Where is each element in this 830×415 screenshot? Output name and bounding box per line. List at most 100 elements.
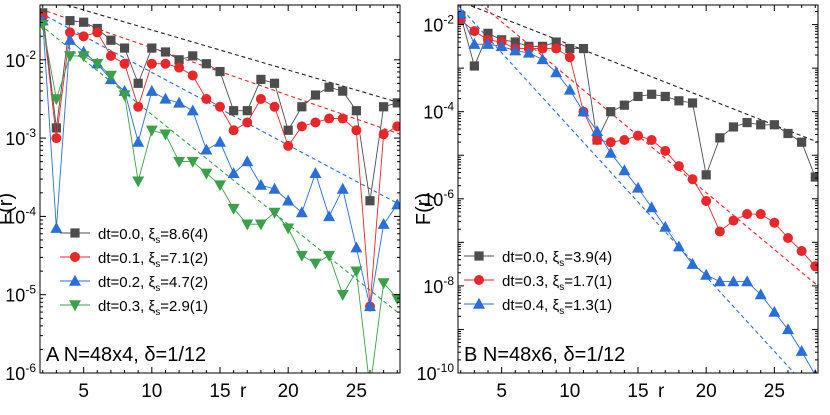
data-point <box>672 240 685 252</box>
data-point <box>728 122 739 132</box>
data-point <box>782 323 794 335</box>
data-point <box>255 93 266 104</box>
y-tick-label: 10-5 <box>5 283 36 306</box>
data-point <box>254 219 267 231</box>
legend-marker <box>474 275 484 285</box>
data-point <box>295 250 308 262</box>
data-point <box>79 17 89 27</box>
data-point <box>310 90 321 100</box>
data-point <box>78 31 89 42</box>
data-point <box>324 82 334 92</box>
data-point <box>674 96 684 106</box>
data-point <box>687 98 698 108</box>
data-point <box>522 46 535 58</box>
data-point <box>756 120 766 130</box>
plot-area <box>40 5 400 373</box>
legend-label: dt=0.2, ξs=4.7(2) <box>98 274 208 294</box>
data-point <box>241 155 254 167</box>
data-point <box>351 125 362 136</box>
x-tick-label: 10 <box>559 381 580 402</box>
data-point <box>510 37 520 47</box>
data-point <box>173 96 186 108</box>
data-point <box>132 176 145 188</box>
x-axis-label: r <box>658 381 665 402</box>
data-point <box>564 52 575 63</box>
data-point <box>536 53 549 65</box>
data-point <box>65 27 75 38</box>
x-tick-label: 10 <box>141 381 162 402</box>
data-point <box>214 135 226 147</box>
panel-title: A N=48x4, δ=1/12 <box>46 344 206 366</box>
fit-line-0 <box>467 5 818 143</box>
legend-label: dt=0.1, ξs=7.1(2) <box>98 250 208 270</box>
data-point <box>64 51 76 63</box>
data-point <box>378 129 389 140</box>
data-point <box>687 174 698 185</box>
data-point <box>159 129 172 141</box>
data-point <box>605 137 616 148</box>
data-point <box>242 117 253 128</box>
data-point <box>323 210 336 222</box>
data-point <box>133 78 143 88</box>
data-point <box>379 102 389 112</box>
series-2 <box>40 14 400 312</box>
data-point <box>118 90 131 102</box>
data-point <box>215 101 225 112</box>
data-point <box>742 117 752 128</box>
data-point <box>283 140 294 151</box>
data-point <box>550 66 563 78</box>
plot-area <box>458 5 818 373</box>
data-point <box>65 16 75 26</box>
data-point <box>810 172 818 182</box>
data-point <box>577 105 590 117</box>
data-point <box>146 58 157 69</box>
y-tick-label: 10-6 <box>5 361 36 384</box>
data-point <box>619 100 629 110</box>
y-axis-label: F(r) <box>413 193 435 225</box>
data-point <box>795 345 808 356</box>
data-point <box>715 133 725 143</box>
y-axis-label: F(r) <box>0 193 17 225</box>
data-point <box>660 91 670 102</box>
data-point <box>632 181 644 193</box>
data-point <box>810 261 818 272</box>
data-point <box>64 34 76 45</box>
y-tick-label: 10-4 <box>423 100 454 123</box>
data-point <box>336 290 349 301</box>
data-point <box>119 43 130 53</box>
data-point <box>309 258 322 270</box>
y-tick-label: 10-3 <box>5 126 36 149</box>
data-point <box>132 135 145 147</box>
data-point <box>187 70 198 81</box>
data-point <box>105 50 116 61</box>
data-point <box>633 91 643 102</box>
data-point <box>754 288 767 300</box>
y-tick-label: 10-8 <box>423 274 454 297</box>
data-point <box>592 135 603 146</box>
data-point <box>227 167 240 179</box>
data-point <box>336 182 349 194</box>
legend: dt=0.0, ξs=8.6(4) dt=0.1, ξs=7.1(2) dt=0.2… <box>60 226 208 318</box>
data-point <box>77 51 90 63</box>
data-point <box>186 156 199 168</box>
series-line-3 <box>42 24 398 373</box>
fit-line-3 <box>40 24 400 315</box>
data-point <box>50 94 63 106</box>
data-point <box>482 37 494 49</box>
data-point <box>350 266 363 278</box>
y-tick-label: 10-10 <box>417 361 455 384</box>
x-tick-label: 20 <box>696 381 717 402</box>
data-point <box>159 92 172 104</box>
legend-label: dt=0.3, ξs=1.7(1) <box>502 273 612 293</box>
data-point <box>714 226 725 237</box>
data-point <box>268 182 281 194</box>
data-point <box>783 232 793 243</box>
data-point <box>563 83 576 95</box>
data-point <box>283 125 293 135</box>
x-tick-label: 15 <box>209 381 230 402</box>
y-tick-label: 10-2 <box>423 13 454 36</box>
data-point <box>186 104 199 116</box>
data-point <box>174 55 184 65</box>
panel-B: 5 10 15 20 25 r 10-2 10-4 10-6 10-8 10-10 F(r) dt=0.… <box>413 4 819 402</box>
data-point <box>227 203 240 215</box>
